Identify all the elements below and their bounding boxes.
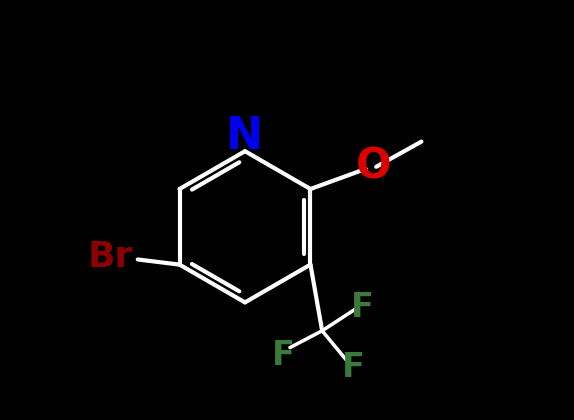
Text: N: N	[226, 115, 263, 158]
Text: O: O	[355, 146, 391, 188]
Text: F: F	[272, 339, 295, 373]
Text: F: F	[351, 291, 374, 324]
Text: F: F	[342, 351, 364, 383]
Text: Br: Br	[88, 240, 133, 274]
